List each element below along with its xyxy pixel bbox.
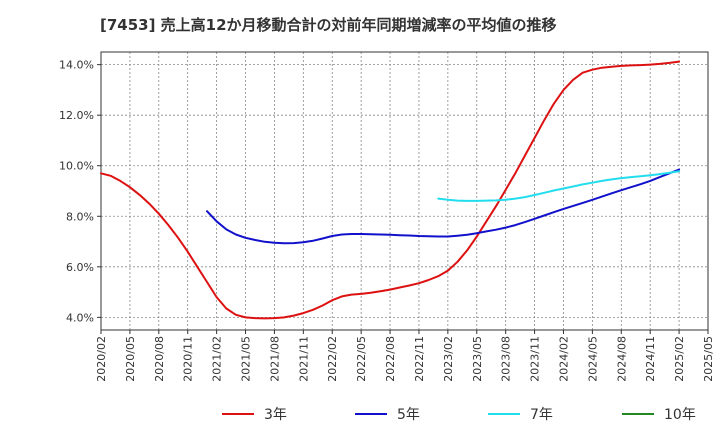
x-tick-label: 2024/05 [586, 336, 599, 382]
y-tick-label: 6.0% [66, 261, 94, 274]
plot-area-frame [100, 51, 709, 331]
legend: 3年 5年 7年 10年 [222, 407, 696, 423]
x-tick-label: 2021/11 [297, 336, 310, 382]
x-tick-label: 2021/08 [268, 336, 281, 382]
series-lines [100, 60, 681, 320]
x-tick-label: 2024/08 [615, 336, 628, 382]
x-tick-label: 2024/02 [557, 336, 570, 382]
x-tick-label: 2020/02 [95, 336, 108, 382]
x-tick-label: 2020/05 [124, 336, 137, 382]
x-tick-label: 2022/02 [326, 336, 339, 382]
x-tick-label: 2020/08 [153, 336, 166, 382]
x-tick-label: 2022/08 [384, 336, 397, 382]
grid-lines [100, 52, 709, 330]
x-tick-label: 2021/05 [240, 336, 253, 382]
x-tick-label: 2025/05 [702, 336, 715, 382]
x-axis-ticks: 2020/02 2020/05 2020/08 2020/11 2021/02 2021/… [95, 330, 715, 382]
x-tick-label: 2023/11 [529, 336, 542, 382]
series-line-3年 [100, 60, 681, 320]
legend-label: 10年 [664, 407, 696, 423]
y-axis-ticks: 4.0% 6.0% 8.0% 10.0% 12.0% 14.0% [59, 59, 101, 324]
legend-label: 7年 [530, 407, 553, 423]
x-tick-label: 2023/02 [442, 336, 455, 382]
x-tick-label: 2021/02 [211, 336, 224, 382]
x-tick-label: 2024/11 [644, 336, 657, 382]
y-tick-label: 10.0% [59, 160, 94, 173]
x-tick-label: 2023/05 [471, 336, 484, 382]
y-tick-label: 8.0% [66, 210, 94, 223]
y-tick-label: 12.0% [59, 109, 94, 122]
x-tick-label: 2022/05 [355, 336, 368, 382]
y-tick-label: 4.0% [66, 311, 94, 324]
x-tick-label: 2020/11 [182, 336, 195, 382]
y-tick-label: 14.0% [59, 59, 94, 72]
series-line-5年 [206, 168, 681, 245]
x-tick-label: 2025/02 [673, 336, 686, 382]
legend-label: 5年 [397, 407, 420, 423]
x-tick-label: 2022/11 [413, 336, 426, 382]
legend-label: 3年 [264, 407, 287, 423]
series-line-7年 [437, 170, 681, 202]
x-tick-label: 2023/08 [500, 336, 513, 382]
chart-title: [7453] 売上高12か月移動合計の対前年同期増減率の平均値の推移 [100, 16, 557, 34]
